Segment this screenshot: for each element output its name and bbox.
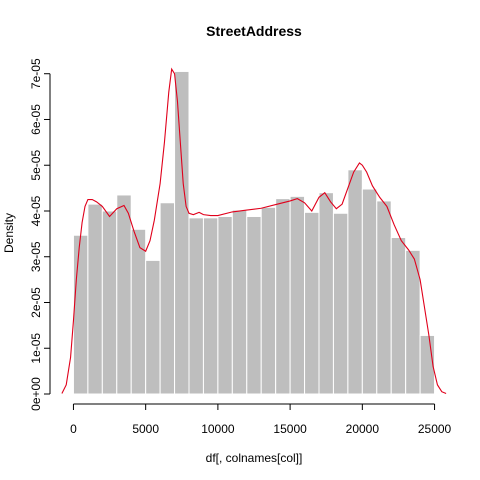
histogram-bar xyxy=(188,217,204,395)
histogram-bar xyxy=(159,202,176,395)
histogram-bar xyxy=(101,210,118,395)
y-tick-label: 3e-05 xyxy=(29,241,43,272)
x-tick-label: 5000 xyxy=(132,422,159,436)
x-tick-label: 20000 xyxy=(346,422,380,436)
histogram-bar xyxy=(289,195,306,395)
histogram-bar xyxy=(174,70,190,395)
y-tick-label: 0e+00 xyxy=(29,377,43,411)
y-axis-label: Density xyxy=(2,213,16,253)
x-tick-label: 0 xyxy=(70,422,77,436)
histogram-bar xyxy=(390,237,407,395)
y-tick-label: 2e-05 xyxy=(29,287,43,318)
histogram-bar xyxy=(116,194,132,395)
density-curve xyxy=(61,67,447,395)
histogram-bar xyxy=(202,217,219,395)
x-tick-label: 15000 xyxy=(273,422,307,436)
histogram-bar xyxy=(145,259,161,395)
histogram-bar xyxy=(87,203,103,395)
y-tick-label: 5e-05 xyxy=(29,150,43,181)
histogram-bar xyxy=(72,234,89,395)
x-tick-label: 10000 xyxy=(201,422,235,436)
chart-title: StreetAddress xyxy=(206,23,302,39)
histogram-bar xyxy=(376,200,392,395)
histogram-bar xyxy=(304,211,320,395)
histogram-bar xyxy=(275,198,291,395)
histogram-bar xyxy=(246,215,262,395)
histogram-bar xyxy=(318,192,334,395)
histogram-bar xyxy=(231,209,248,395)
y-tick-label: 7e-05 xyxy=(29,58,43,89)
histogram-bar xyxy=(361,188,378,395)
y-axis: 0e+00 1e-05 2e-05 3e-05 4e-05 5e-05 6e-05 7e-05 xyxy=(29,58,51,411)
y-tick-label: 6e-05 xyxy=(29,104,43,135)
histogram-bar xyxy=(332,212,349,395)
x-tick-label: 25000 xyxy=(418,422,452,436)
histogram-bar xyxy=(260,206,277,395)
histogram-bars xyxy=(72,70,436,395)
histogram-bar xyxy=(347,169,363,395)
y-tick-label: 4e-05 xyxy=(29,195,43,226)
histogram-bar xyxy=(130,228,147,395)
histogram-bar xyxy=(405,249,421,395)
x-axis-label: df[, colnames[col]] xyxy=(206,451,303,465)
x-axis: 0 5000 10000 15000 20000 25000 xyxy=(70,403,452,436)
histogram-bar xyxy=(217,215,233,395)
y-tick-label: 1e-05 xyxy=(29,333,43,364)
